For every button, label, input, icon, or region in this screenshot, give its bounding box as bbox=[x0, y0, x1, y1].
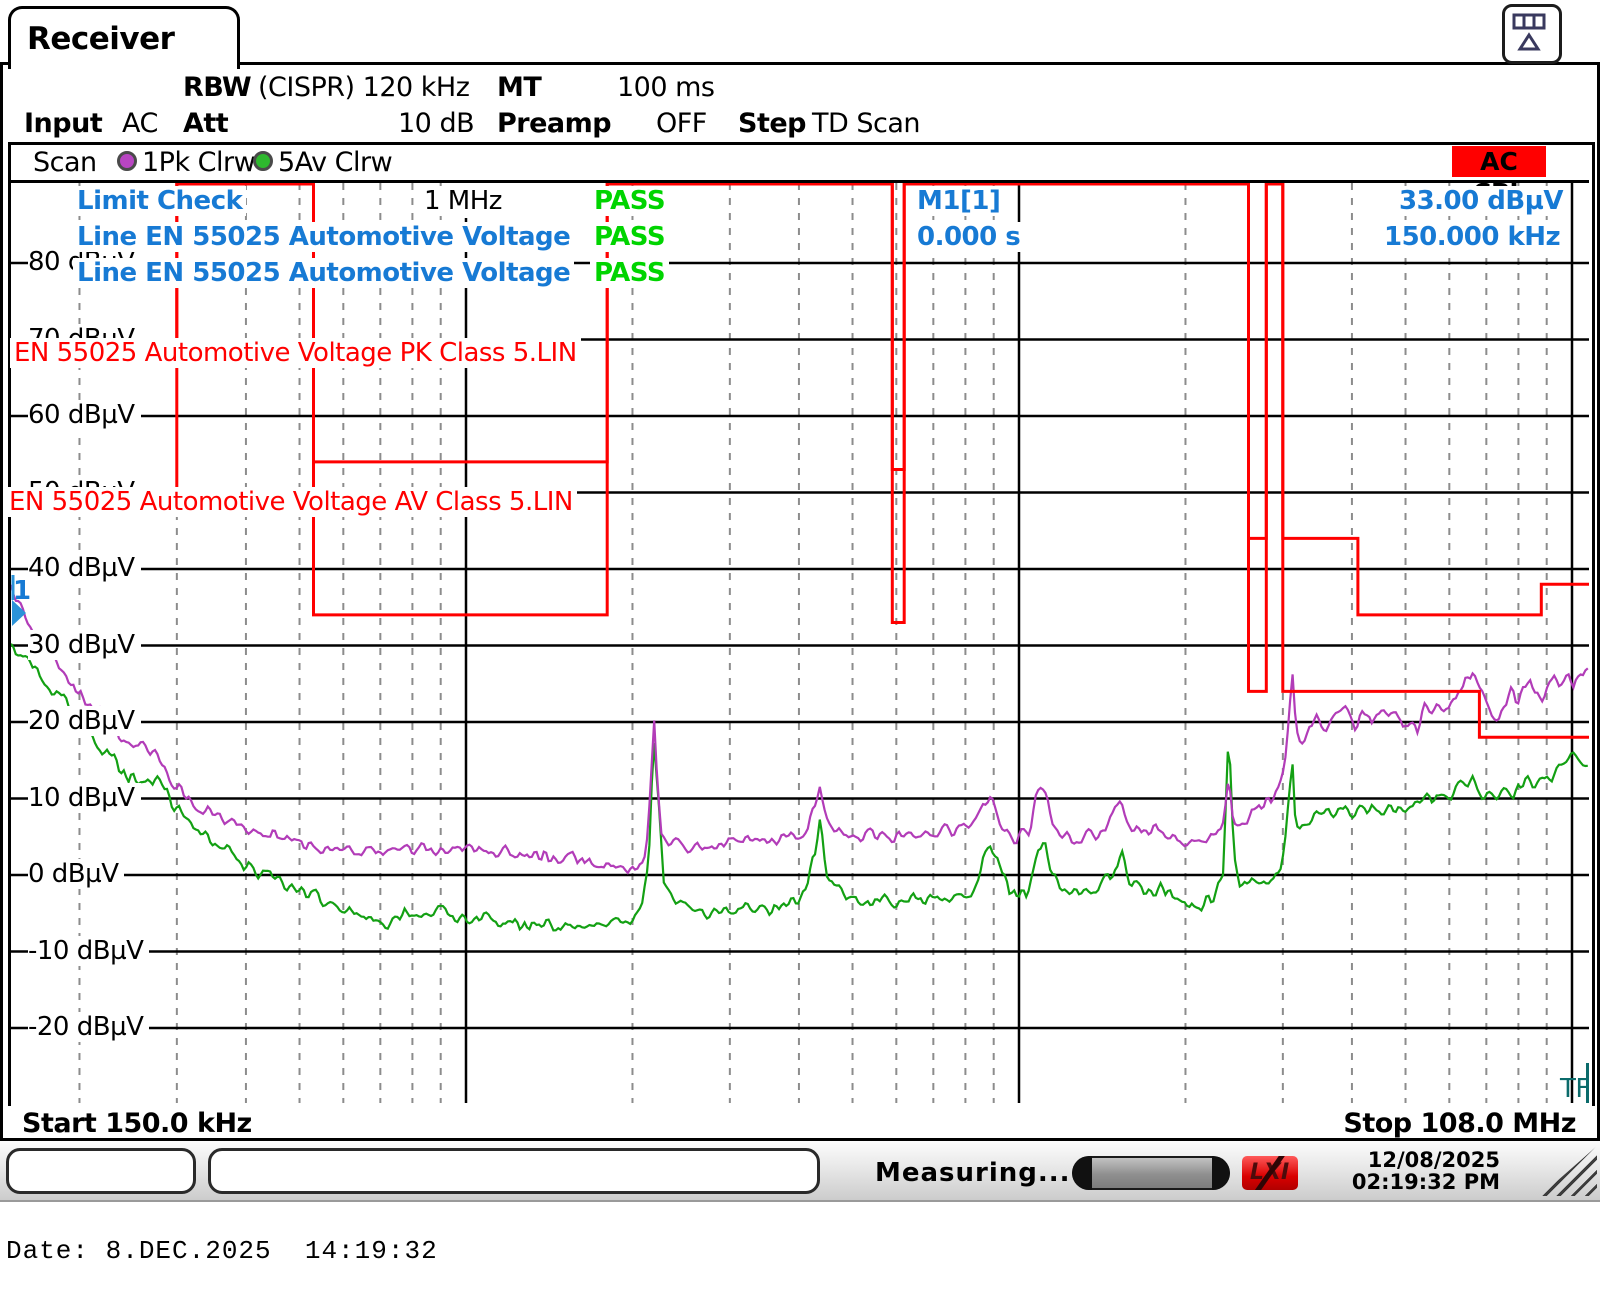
ac-coupling-badge: AC CPL bbox=[1452, 146, 1546, 207]
hardcopy-date-line: Date: 8.DEC.2025 14:19:32 bbox=[6, 1236, 438, 1266]
window-left-border bbox=[0, 62, 3, 1141]
input-value[interactable]: AC bbox=[122, 108, 158, 139]
tab-receiver-label: Receiver bbox=[27, 21, 175, 57]
marker-time: 0.000 s bbox=[913, 222, 1025, 252]
att-value[interactable]: 10 dB bbox=[398, 108, 475, 139]
marker-flag-number: 1 bbox=[13, 576, 31, 606]
y-axis-label: 40 dBµV bbox=[28, 553, 141, 583]
marker-name[interactable]: M1[1] bbox=[913, 186, 1005, 216]
marker-level: 33.00 dBµV bbox=[1395, 186, 1563, 216]
y-axis-label: 10 dBµV bbox=[28, 782, 141, 813]
trace-1Pk Clrw bbox=[11, 584, 1589, 875]
input-key[interactable]: Input bbox=[24, 108, 103, 139]
measuring-status: Measuring... bbox=[875, 1158, 1071, 1188]
limit-line1-status: PASS bbox=[590, 222, 670, 252]
clock-display: 12/08/2025 02:19:32 PM bbox=[1351, 1148, 1500, 1194]
limit-overall-status: PASS bbox=[590, 186, 670, 216]
trace1-peak-dot-icon bbox=[117, 151, 137, 171]
scan-row-divider bbox=[8, 180, 1589, 183]
mt-value[interactable]: 100 ms bbox=[617, 72, 715, 103]
scan-label: Scan bbox=[33, 147, 97, 178]
marker-flag-icon bbox=[12, 600, 26, 626]
y-axis-label: 60 dBµV bbox=[28, 400, 141, 430]
start-frequency-label[interactable]: Start 150.0 kHz bbox=[22, 1108, 252, 1139]
step-key[interactable]: Step bbox=[738, 108, 807, 139]
softkey-button-1[interactable] bbox=[6, 1148, 196, 1194]
y-axis-label: 30 dBµV bbox=[28, 629, 141, 660]
trace2-avg-dot-icon bbox=[253, 151, 273, 171]
rbw-value[interactable]: (CISPR) 120 kHz bbox=[258, 72, 470, 103]
y-axis-label: 0 dBµV bbox=[28, 859, 125, 889]
preamp-value[interactable]: OFF bbox=[656, 108, 707, 139]
display-layout-button[interactable] bbox=[1502, 4, 1562, 64]
tf-border-segment bbox=[1586, 1063, 1589, 1103]
limit-line1-name: Line EN 55025 Automotive Voltage bbox=[73, 222, 575, 252]
y-axis-label: 20 dBµV bbox=[28, 706, 141, 736]
step-value[interactable]: TD Scan bbox=[812, 108, 921, 139]
window-right-border bbox=[1597, 62, 1600, 1141]
tab-receiver[interactable]: Receiver bbox=[8, 6, 240, 69]
transducer-badge: TF bbox=[1560, 1074, 1590, 1104]
limit-label-av: EN 55025 Automotive Voltage AV Class 5.L… bbox=[5, 487, 577, 517]
y-axis-label: -20 dBµV bbox=[28, 1012, 150, 1042]
trace2-label[interactable]: 5Av Clrw bbox=[278, 147, 393, 178]
limit-label-pk: EN 55025 Automotive Voltage PK Class 5.L… bbox=[10, 338, 581, 368]
limit-check-title: Limit Check bbox=[73, 186, 247, 216]
limit-split-freq: 1 MHz bbox=[420, 186, 506, 216]
rbw-key[interactable]: RBW bbox=[183, 72, 252, 103]
resize-grip-icon[interactable] bbox=[1540, 1146, 1597, 1196]
limit-line bbox=[11, 183, 1589, 739]
trace-5Av Clrw bbox=[11, 643, 1588, 932]
softkey-button-2[interactable] bbox=[208, 1148, 820, 1194]
mt-key[interactable]: MT bbox=[497, 72, 542, 103]
trace1-label[interactable]: 1Pk Clrw bbox=[142, 147, 256, 178]
limit-line2-status: PASS bbox=[590, 258, 670, 288]
marker-freq: 150.000 kHz bbox=[1380, 222, 1561, 252]
preamp-key[interactable]: Preamp bbox=[497, 108, 612, 139]
screens-icon bbox=[1512, 13, 1546, 51]
att-key[interactable]: Att bbox=[183, 108, 229, 139]
limit-line2-name: Line EN 55025 Automotive Voltage bbox=[73, 258, 575, 288]
measurement-progress-bar bbox=[1072, 1156, 1230, 1190]
lxi-icon: LXI bbox=[1242, 1156, 1298, 1190]
window-top-border bbox=[0, 62, 1600, 65]
frequency-strip-border bbox=[0, 1138, 1600, 1141]
y-axis-label: -10 dBµV bbox=[28, 935, 150, 966]
stop-frequency-label[interactable]: Stop 108.0 MHz bbox=[1343, 1108, 1576, 1139]
frequency-strip bbox=[3, 1106, 1597, 1138]
